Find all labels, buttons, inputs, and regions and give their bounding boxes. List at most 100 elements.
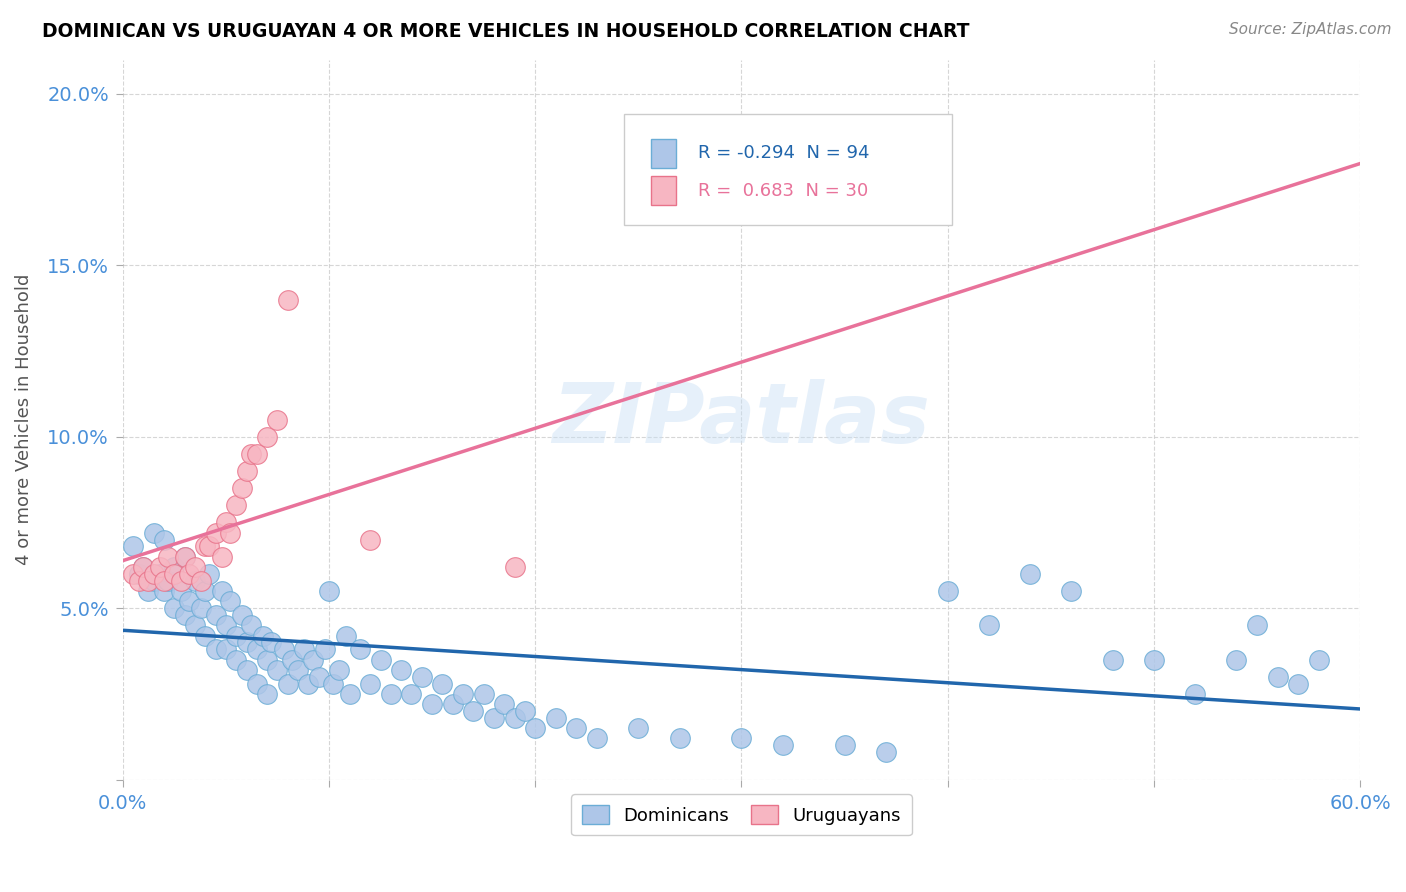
Point bbox=[389, 663, 412, 677]
Point bbox=[122, 540, 145, 554]
Point bbox=[252, 629, 274, 643]
Point bbox=[544, 711, 567, 725]
Point bbox=[359, 676, 381, 690]
Point bbox=[128, 574, 150, 588]
Point bbox=[297, 676, 319, 690]
Point bbox=[359, 533, 381, 547]
Point bbox=[627, 721, 650, 735]
Point bbox=[122, 566, 145, 581]
FancyBboxPatch shape bbox=[651, 177, 676, 205]
FancyBboxPatch shape bbox=[624, 113, 952, 225]
Point bbox=[184, 618, 207, 632]
Point bbox=[142, 574, 165, 588]
Point bbox=[184, 560, 207, 574]
Point bbox=[157, 574, 180, 588]
Point bbox=[875, 745, 897, 759]
Point bbox=[190, 574, 212, 588]
Point bbox=[169, 574, 191, 588]
Text: DOMINICAN VS URUGUAYAN 4 OR MORE VEHICLES IN HOUSEHOLD CORRELATION CHART: DOMINICAN VS URUGUAYAN 4 OR MORE VEHICLE… bbox=[42, 22, 970, 41]
Point bbox=[235, 464, 257, 478]
Point bbox=[157, 549, 180, 564]
Point bbox=[211, 549, 233, 564]
Point bbox=[441, 697, 464, 711]
Point bbox=[1267, 670, 1289, 684]
Point bbox=[142, 525, 165, 540]
Point bbox=[194, 584, 217, 599]
Point bbox=[198, 566, 221, 581]
Point bbox=[215, 618, 238, 632]
Point bbox=[432, 676, 454, 690]
Point bbox=[1286, 676, 1309, 690]
Point bbox=[494, 697, 516, 711]
Point bbox=[328, 663, 350, 677]
Point bbox=[163, 560, 186, 574]
Point bbox=[211, 584, 233, 599]
Point bbox=[1101, 652, 1123, 666]
Point bbox=[239, 447, 262, 461]
Point bbox=[163, 601, 186, 615]
Point bbox=[1143, 652, 1166, 666]
Y-axis label: 4 or more Vehicles in Household: 4 or more Vehicles in Household bbox=[15, 274, 32, 566]
Point bbox=[1060, 584, 1083, 599]
Point bbox=[194, 629, 217, 643]
Point bbox=[256, 687, 278, 701]
Point bbox=[668, 731, 690, 746]
Point bbox=[977, 618, 1000, 632]
Point bbox=[256, 430, 278, 444]
FancyBboxPatch shape bbox=[651, 139, 676, 168]
Point bbox=[198, 540, 221, 554]
Point bbox=[231, 481, 253, 495]
Point bbox=[231, 608, 253, 623]
Point bbox=[219, 594, 242, 608]
Point bbox=[503, 560, 526, 574]
Text: R = -0.294  N = 94: R = -0.294 N = 94 bbox=[699, 145, 870, 162]
Point bbox=[184, 574, 207, 588]
Point bbox=[277, 676, 299, 690]
Point bbox=[370, 652, 392, 666]
Point bbox=[215, 516, 238, 530]
Point bbox=[1246, 618, 1268, 632]
Point bbox=[472, 687, 495, 701]
Point bbox=[266, 412, 288, 426]
Point bbox=[149, 566, 172, 581]
Point bbox=[246, 676, 269, 690]
Point bbox=[301, 652, 323, 666]
Point bbox=[335, 629, 357, 643]
Point bbox=[204, 525, 226, 540]
Point bbox=[772, 739, 794, 753]
Point bbox=[308, 670, 330, 684]
Point bbox=[246, 447, 269, 461]
Point bbox=[936, 584, 959, 599]
Point bbox=[281, 652, 304, 666]
Point bbox=[513, 704, 536, 718]
Point bbox=[1308, 652, 1330, 666]
Point bbox=[153, 533, 176, 547]
Point bbox=[260, 635, 283, 649]
Point bbox=[219, 525, 242, 540]
Point bbox=[149, 560, 172, 574]
Legend: Dominicans, Uruguayans: Dominicans, Uruguayans bbox=[571, 795, 911, 836]
Point bbox=[401, 687, 423, 701]
Point bbox=[318, 584, 340, 599]
Point bbox=[463, 704, 485, 718]
Point bbox=[273, 642, 295, 657]
Point bbox=[339, 687, 361, 701]
Point bbox=[277, 293, 299, 307]
Point bbox=[142, 566, 165, 581]
Point bbox=[173, 549, 195, 564]
Point bbox=[524, 721, 547, 735]
Point bbox=[266, 663, 288, 677]
Point bbox=[177, 566, 200, 581]
Point bbox=[225, 629, 247, 643]
Point bbox=[503, 711, 526, 725]
Text: ZIPatlas: ZIPatlas bbox=[553, 379, 931, 460]
Point bbox=[132, 560, 155, 574]
Point bbox=[451, 687, 474, 701]
Point bbox=[287, 663, 309, 677]
Point bbox=[565, 721, 588, 735]
Point bbox=[173, 549, 195, 564]
Point bbox=[239, 618, 262, 632]
Point bbox=[380, 687, 402, 701]
Point bbox=[132, 560, 155, 574]
Point bbox=[1225, 652, 1247, 666]
